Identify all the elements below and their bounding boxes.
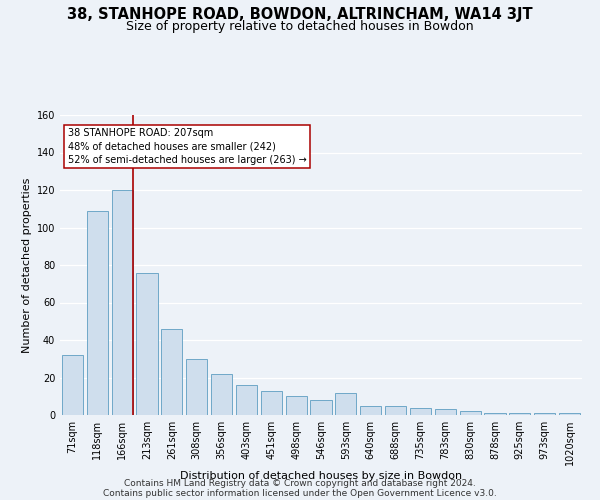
Bar bbox=[211, 374, 232, 415]
Bar bbox=[335, 392, 356, 415]
Bar bbox=[360, 406, 381, 415]
Bar bbox=[484, 413, 506, 415]
Text: 38 STANHOPE ROAD: 207sqm
48% of detached houses are smaller (242)
52% of semi-de: 38 STANHOPE ROAD: 207sqm 48% of detached… bbox=[68, 128, 307, 165]
Y-axis label: Number of detached properties: Number of detached properties bbox=[22, 178, 32, 352]
Text: Contains public sector information licensed under the Open Government Licence v3: Contains public sector information licen… bbox=[103, 488, 497, 498]
Bar bbox=[112, 190, 133, 415]
Bar bbox=[186, 359, 207, 415]
Bar bbox=[261, 390, 282, 415]
Bar bbox=[87, 210, 108, 415]
Bar bbox=[161, 329, 182, 415]
Bar bbox=[460, 411, 481, 415]
Bar bbox=[286, 396, 307, 415]
X-axis label: Distribution of detached houses by size in Bowdon: Distribution of detached houses by size … bbox=[180, 471, 462, 481]
Text: 38, STANHOPE ROAD, BOWDON, ALTRINCHAM, WA14 3JT: 38, STANHOPE ROAD, BOWDON, ALTRINCHAM, W… bbox=[67, 8, 533, 22]
Bar bbox=[559, 413, 580, 415]
Bar bbox=[534, 413, 555, 415]
Bar bbox=[236, 385, 257, 415]
Bar bbox=[509, 413, 530, 415]
Bar bbox=[62, 355, 83, 415]
Text: Contains HM Land Registry data © Crown copyright and database right 2024.: Contains HM Land Registry data © Crown c… bbox=[124, 478, 476, 488]
Text: Size of property relative to detached houses in Bowdon: Size of property relative to detached ho… bbox=[126, 20, 474, 33]
Bar bbox=[410, 408, 431, 415]
Bar bbox=[385, 406, 406, 415]
Bar bbox=[435, 410, 456, 415]
Bar bbox=[310, 400, 332, 415]
Bar bbox=[136, 272, 158, 415]
